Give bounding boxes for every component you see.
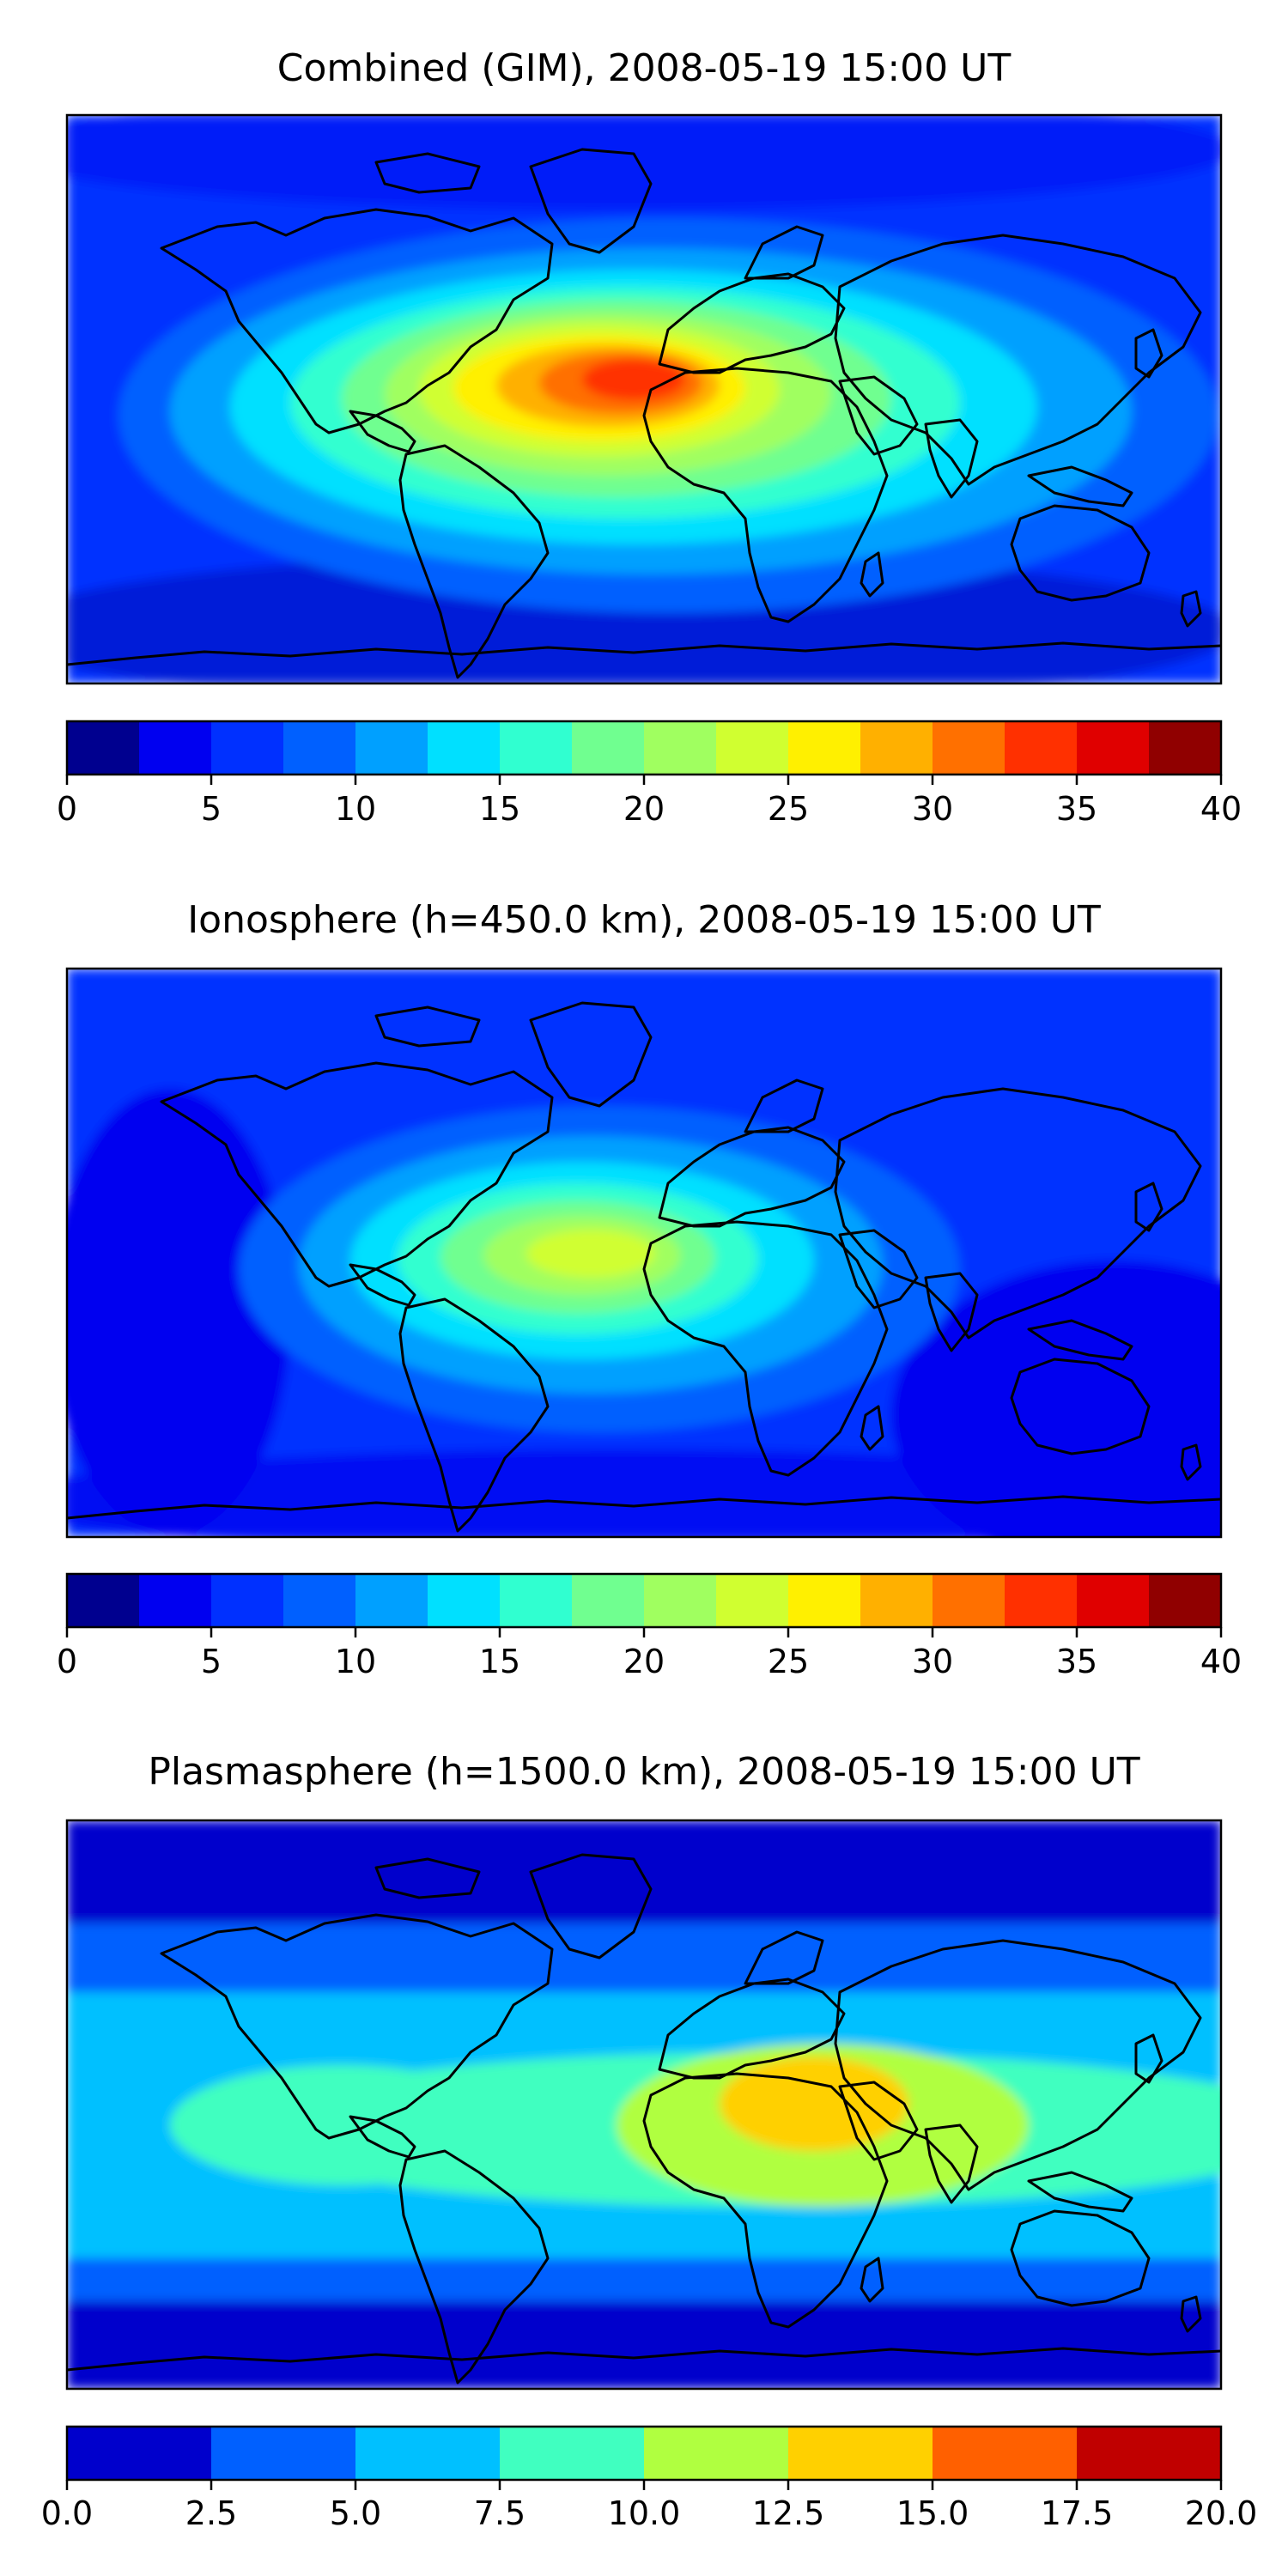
- colorbar-segment: [788, 2427, 933, 2480]
- colorbar-tick-label: 12.5: [752, 2494, 825, 2532]
- colorbar-tick-label: 15: [479, 1643, 520, 1680]
- colorbar-segment: [211, 2427, 356, 2480]
- colorbar-segment: [1005, 721, 1078, 775]
- colorbar-segment: [355, 721, 428, 775]
- colorbar-tick-label: 10: [335, 1643, 376, 1680]
- colorbar-tick-label: 0: [57, 790, 77, 828]
- colorbar-segment: [644, 2427, 789, 2480]
- colorbar-tick-label: 5: [201, 790, 222, 828]
- colorbar-segment: [211, 721, 284, 775]
- colorbar-segment: [211, 1574, 284, 1627]
- colorbar-segment: [67, 721, 140, 775]
- colorbar-segment: [283, 721, 356, 775]
- colorbar-tick-label: 15.0: [896, 2494, 969, 2532]
- panel-plasmasphere: Plasmasphere (h=1500.0 km), 2008-05-19 1…: [41, 1750, 1258, 2532]
- colorbar-segment: [1149, 721, 1222, 775]
- colorbar-tick-label: 30: [912, 790, 953, 828]
- colorbar-tick-label: 10.0: [608, 2494, 681, 2532]
- colorbar-segment: [500, 721, 573, 775]
- panel-ionosphere: Ionosphere (h=450.0 km), 2008-05-19 15:0…: [57, 898, 1242, 1680]
- colorbar-segment: [788, 1574, 861, 1627]
- map-frame: [65, 1819, 1223, 2391]
- colorbar-tick-label: 30: [912, 1643, 953, 1680]
- colorbar-segment: [355, 1574, 428, 1627]
- colorbar-segment: [860, 1574, 933, 1627]
- colorbar-segment: [1077, 2427, 1222, 2480]
- colorbar-segment: [572, 1574, 645, 1627]
- colorbar-plasmasphere: [65, 2425, 1223, 2482]
- colorbar-segment: [933, 721, 1005, 775]
- map-frame: [65, 967, 1223, 1539]
- map-combined: [65, 113, 1223, 685]
- panel-title: Ionosphere (h=450.0 km), 2008-05-19 15:0…: [187, 898, 1101, 942]
- colorbar-segment: [933, 2427, 1078, 2480]
- panel-title: Combined (GIM), 2008-05-19 15:00 UT: [277, 46, 1012, 90]
- map-frame: [65, 113, 1223, 685]
- panel-combined: Combined (GIM), 2008-05-19 15:00 UT 0 5 10 1…: [57, 46, 1242, 828]
- colorbar-segment: [1005, 1574, 1078, 1627]
- colorbar-segment: [716, 721, 789, 775]
- colorbar-segment: [500, 2427, 645, 2480]
- colorbar-tick-label: 25: [768, 790, 809, 828]
- colorbar-segment: [1077, 1574, 1150, 1627]
- colorbar-tick-label: 10: [335, 790, 376, 828]
- colorbar-segment: [139, 721, 212, 775]
- colorbar-tick-label: 15: [479, 790, 520, 828]
- colorbar-segment: [500, 1574, 573, 1627]
- colorbar-combined: [65, 720, 1223, 776]
- colorbar-tick-label: 0: [57, 1643, 77, 1680]
- colorbar-tick-label: 20.0: [1185, 2494, 1258, 2532]
- colorbar-tick-label: 25: [768, 1643, 809, 1680]
- panel-title: Plasmasphere (h=1500.0 km), 2008-05-19 1…: [148, 1750, 1139, 1794]
- colorbar-tick-label: 40: [1200, 790, 1242, 828]
- colorbar-segment: [1077, 721, 1150, 775]
- colorbar-segment: [644, 721, 717, 775]
- colorbar-tick-label: 40: [1200, 1643, 1242, 1680]
- colorbar-tick-label: 2.5: [185, 2494, 237, 2532]
- colorbar-segment: [1149, 1574, 1222, 1627]
- colorbar-segment: [67, 2427, 212, 2480]
- colorbar-ionosphere: [65, 1572, 1223, 1629]
- colorbar-segment: [283, 1574, 356, 1627]
- colorbar-tick-label: 5: [201, 1643, 222, 1680]
- colorbar-segment: [428, 721, 501, 775]
- tec-field: [67, 1820, 1221, 2389]
- colorbar-segment: [572, 721, 645, 775]
- colorbar-tick-label: 35: [1056, 1643, 1097, 1680]
- colorbar-segment: [67, 1574, 140, 1627]
- colorbar-segment: [933, 1574, 1005, 1627]
- colorbar-segment: [644, 1574, 717, 1627]
- colorbar-segment: [139, 1574, 212, 1627]
- colorbar-segment: [788, 721, 861, 775]
- map-plasmasphere: [65, 1819, 1223, 2391]
- colorbar-segment: [428, 1574, 501, 1627]
- colorbar-tick-label: 17.5: [1041, 2494, 1114, 2532]
- colorbar-segment: [860, 721, 933, 775]
- colorbar-tick-label: 35: [1056, 790, 1097, 828]
- colorbar-tick-label: 0.0: [41, 2494, 93, 2532]
- tec-field: [67, 115, 1221, 683]
- colorbar-segment: [716, 1574, 789, 1627]
- map-ionosphere: [65, 967, 1223, 1539]
- colorbar-tick-label: 5.0: [330, 2494, 381, 2532]
- colorbar-tick-label: 7.5: [474, 2494, 526, 2532]
- colorbar-segment: [355, 2427, 501, 2480]
- colorbar-tick-label: 20: [623, 1643, 665, 1680]
- colorbar-tick-label: 20: [623, 790, 665, 828]
